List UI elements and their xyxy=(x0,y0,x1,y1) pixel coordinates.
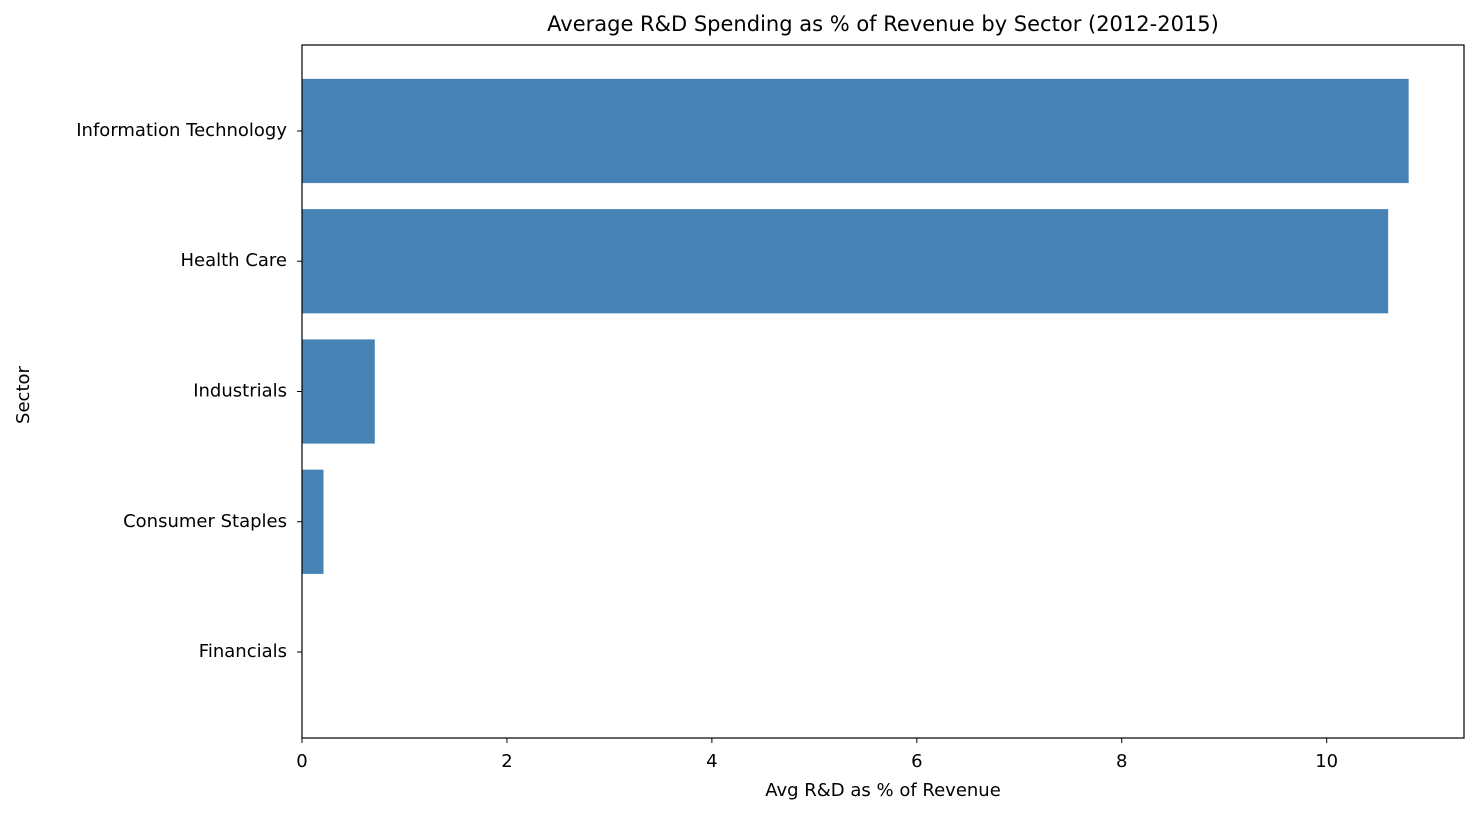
bar xyxy=(302,209,1389,314)
x-axis-label: Avg R&D as % of Revenue xyxy=(765,780,1001,801)
y-tick-label: Information Technology xyxy=(76,120,287,141)
bar xyxy=(302,339,375,444)
bar xyxy=(302,469,324,574)
x-tick-label: 8 xyxy=(1116,751,1127,772)
y-tick-label: Health Care xyxy=(180,250,287,271)
x-tick-label: 10 xyxy=(1315,751,1338,772)
bar xyxy=(302,78,1409,184)
y-tick-label: Financials xyxy=(199,641,287,662)
chart-title: Average R&D Spending as % of Revenue by … xyxy=(547,12,1219,36)
y-axis-label: Sector xyxy=(13,365,34,423)
x-tick-label: 4 xyxy=(706,751,717,772)
y-tick-label: Industrials xyxy=(193,381,287,402)
plot-frame xyxy=(301,44,1465,739)
x-tick-label: 2 xyxy=(501,751,512,772)
x-tick-label: 6 xyxy=(911,751,922,772)
y-tick-label: Consumer Staples xyxy=(123,511,287,532)
x-tick-label: 0 xyxy=(296,751,307,772)
